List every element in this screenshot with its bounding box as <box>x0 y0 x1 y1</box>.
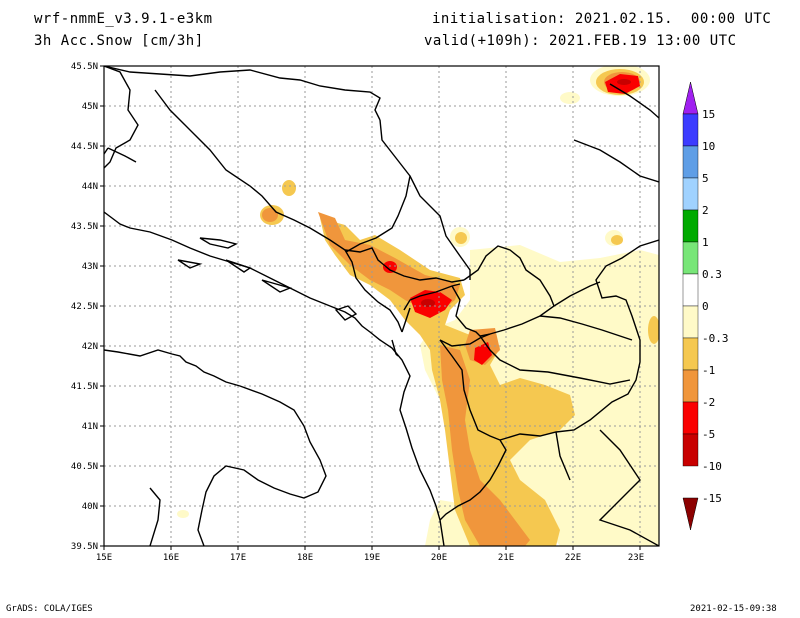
colorbar-box <box>682 113 699 147</box>
colorbar-label: 5 <box>702 172 709 185</box>
axis-ticks <box>100 65 641 550</box>
colorbar-box <box>682 241 699 275</box>
colorbar-box <box>682 337 699 371</box>
lon-label: 18E <box>297 553 313 563</box>
lon-label: 17E <box>230 553 246 563</box>
lat-label: 42.5N <box>71 302 98 312</box>
lon-label: 15E <box>96 553 112 563</box>
snow-field-extreme <box>421 79 631 307</box>
colorbar-label: 0.3 <box>702 268 722 281</box>
colorbar-arrow-bottom <box>682 497 699 531</box>
colorbar-labels: 15 10 5 2 1 0.3 0 -0.3 -1 -2 -5 -10 -15 <box>702 108 729 505</box>
footer-credit: GrADS: COLA/IGES <box>6 604 93 614</box>
lat-label: 40N <box>82 502 98 512</box>
lat-label: 41.5N <box>71 382 98 392</box>
colorbar-box <box>682 273 699 307</box>
colorbar-boxes <box>682 113 699 467</box>
colorbar-box <box>682 401 699 435</box>
initialisation-time: initialisation: 2021.02.15. 00:00 UTC <box>432 11 772 27</box>
colorbar: 15 10 5 2 1 0.3 0 -0.3 -1 -2 -5 -10 -15 <box>682 81 729 531</box>
colorbar-box <box>682 145 699 179</box>
lon-label: 23E <box>628 553 644 563</box>
footer-timestamp: 2021-02-15-09:38 <box>690 604 777 614</box>
valid-time: valid(+109h): 2021.FEB.19 13:00 UTC <box>424 33 737 49</box>
colorbar-box <box>682 305 699 339</box>
colorbar-box <box>682 433 699 467</box>
lat-label: 42N <box>82 342 98 352</box>
colorbar-box <box>682 369 699 403</box>
lon-label: 22E <box>565 553 581 563</box>
colorbar-label: 15 <box>702 108 715 121</box>
colorbar-arrow-top <box>682 81 699 115</box>
lat-label: 43N <box>82 262 98 272</box>
lat-label: 44.5N <box>71 142 98 152</box>
snow-field-intense <box>383 74 640 365</box>
lat-label: 45.5N <box>71 62 98 72</box>
lat-label: 40.5N <box>71 462 98 472</box>
lon-label: 20E <box>431 553 447 563</box>
lat-label: 44N <box>82 182 98 192</box>
colorbar-label: -1 <box>702 364 715 377</box>
lon-label: 16E <box>163 553 179 563</box>
colorbar-box <box>682 209 699 243</box>
variable-title: 3h Acc.Snow [cm/3h] <box>34 33 204 49</box>
colorbar-label: -15 <box>702 492 722 505</box>
lon-label: 19E <box>364 553 380 563</box>
map-layers <box>104 66 659 546</box>
longitude-labels: 15E 16E 17E 18E 19E 20E 21E 22E 23E <box>96 553 644 563</box>
coastlines <box>104 66 445 546</box>
lat-label: 41N <box>82 422 98 432</box>
colorbar-box <box>682 177 699 211</box>
model-name: wrf-nmmE_v3.9.1-e3km <box>34 11 213 27</box>
colorbar-label: -10 <box>702 460 722 473</box>
grid-lines <box>104 66 659 546</box>
country-borders <box>104 66 659 546</box>
colorbar-label: -5 <box>702 428 715 441</box>
colorbar-label: 2 <box>702 204 709 217</box>
colorbar-label: 0 <box>702 300 709 313</box>
colorbar-label: 10 <box>702 140 715 153</box>
lat-label: 45N <box>82 102 98 112</box>
colorbar-label: 1 <box>702 236 709 249</box>
colorbar-label: -2 <box>702 396 715 409</box>
lat-label: 39.5N <box>71 542 98 552</box>
lat-label: 43.5N <box>71 222 98 232</box>
latitude-labels: 45.5N 45N 44.5N 44N 43.5N 43N 42.5N 42N … <box>71 62 98 552</box>
colorbar-label: -0.3 <box>702 332 729 345</box>
lon-label: 21E <box>498 553 514 563</box>
